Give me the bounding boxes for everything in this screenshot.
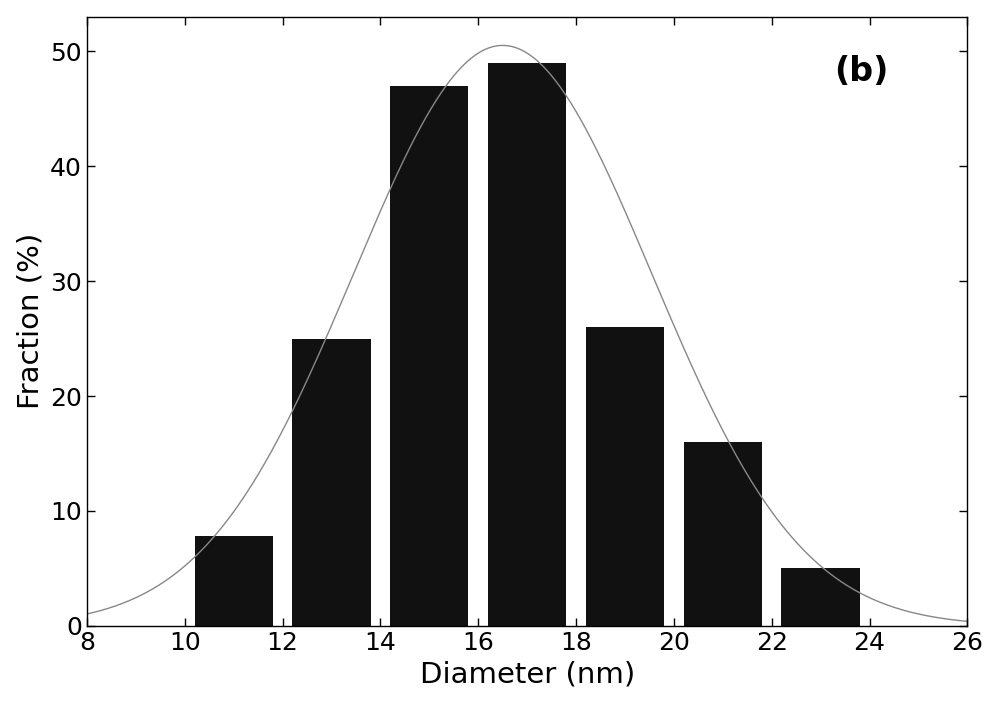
- Bar: [195, 537, 273, 626]
- Text: (b): (b): [835, 55, 889, 88]
- Bar: [684, 442, 762, 626]
- Bar: [781, 568, 860, 626]
- X-axis label: Diameter (nm): Diameter (nm): [420, 661, 635, 688]
- Bar: [586, 327, 664, 626]
- Bar: [488, 63, 566, 626]
- Y-axis label: Fraction (%): Fraction (%): [17, 233, 45, 410]
- Bar: [292, 338, 371, 626]
- Bar: [390, 85, 468, 626]
